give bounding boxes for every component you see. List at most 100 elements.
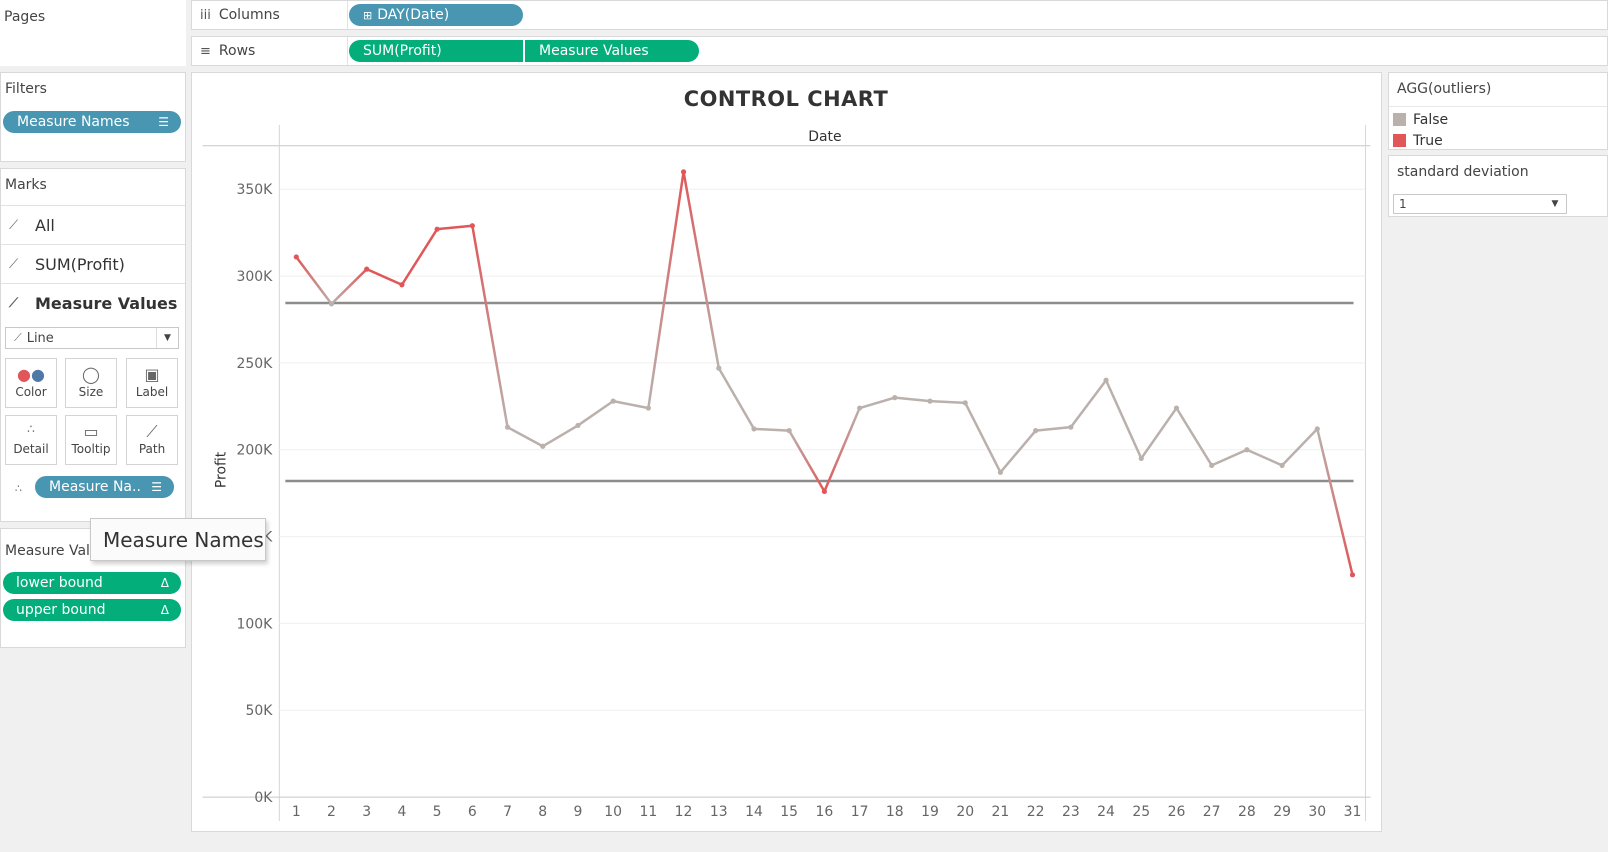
size-button-label: Size — [78, 385, 104, 399]
legend-item-false[interactable]: False — [1389, 109, 1607, 130]
marks-card-measure-values-label: Measure Values — [35, 293, 178, 313]
series-segment — [858, 396, 897, 410]
data-point[interactable] — [1068, 424, 1074, 430]
x-tick-label: 10 — [604, 804, 622, 820]
data-point[interactable] — [610, 398, 616, 404]
calc-icon: Δ — [160, 603, 169, 617]
series-segment — [893, 396, 932, 403]
series-segment — [471, 224, 509, 429]
data-point[interactable] — [1244, 447, 1250, 453]
series-segment — [541, 424, 580, 448]
measure-pill-lower-label: lower bound — [16, 575, 103, 591]
data-point[interactable] — [1033, 428, 1039, 434]
detail-button-label: Detail — [13, 442, 49, 456]
y-tick-label: 200K — [237, 443, 274, 459]
data-point[interactable] — [786, 428, 792, 434]
tooltip-button[interactable]: ▭ Tooltip — [65, 415, 117, 465]
series-segment — [435, 224, 474, 231]
series-segment — [999, 429, 1037, 474]
data-point[interactable] — [1103, 377, 1109, 383]
y-tick-label: 100K — [237, 616, 274, 632]
data-point[interactable] — [540, 443, 546, 449]
rows-pill-measure-values-label: Measure Values — [539, 43, 649, 59]
x-tick-label: 22 — [1027, 804, 1045, 820]
x-axis-ticks: 1 2 3 4 5 6 7 8 9 10 11 12 13 14 15 16 17 18 19 20 21 22 23 24 2… — [292, 804, 1362, 820]
chevron-down-icon: ▼ — [1551, 199, 1559, 209]
data-point[interactable] — [857, 405, 863, 411]
data-point[interactable] — [997, 469, 1004, 475]
data-point[interactable] — [575, 422, 581, 429]
columns-pill-date[interactable]: ⊞ DAY(Date) — [349, 4, 523, 26]
data-point[interactable] — [328, 301, 335, 307]
marks-panel: Marks ⟋ All ⟋ SUM(Profit) ⟋ Measure Valu… — [0, 168, 186, 522]
filters-panel: Filters Measure Names ☰ — [0, 72, 186, 162]
marks-card-measure-values[interactable]: ⟋ Measure Values — [1, 283, 185, 322]
series-segment — [963, 401, 1002, 474]
path-button[interactable]: ⟋ Path — [126, 415, 178, 465]
data-point[interactable] — [1279, 462, 1285, 468]
marks-card-profit-label: SUM(Profit) — [35, 254, 125, 274]
data-point[interactable] — [892, 395, 898, 401]
label-icon: ▣ — [144, 365, 160, 384]
rows-pill-measure-values[interactable]: Measure Values — [525, 40, 699, 62]
data-point[interactable] — [1138, 455, 1144, 462]
data-point[interactable] — [469, 223, 475, 229]
detail-button[interactable]: ∴ Detail — [5, 415, 57, 465]
data-point[interactable] — [504, 424, 511, 430]
data-point[interactable] — [434, 226, 440, 232]
size-button[interactable]: ◯ Size — [65, 358, 117, 408]
label-button[interactable]: ▣ Label — [126, 358, 178, 408]
parameter-select[interactable]: 1 ▼ — [1393, 194, 1567, 214]
marks-card-all[interactable]: ⟋ All — [1, 205, 185, 244]
color-button[interactable]: ●● Color — [5, 358, 57, 408]
series-segment — [928, 399, 967, 405]
line-type-icon: ⟋ — [14, 331, 22, 344]
rows-label: Rows — [218, 43, 256, 59]
data-point[interactable] — [821, 488, 827, 495]
data-point[interactable] — [1209, 462, 1215, 468]
data-point[interactable] — [751, 426, 757, 432]
data-point[interactable] — [1349, 572, 1356, 578]
label-button-label: Label — [135, 385, 169, 399]
mark-type-select[interactable]: ⟋ Line ▼ — [5, 327, 179, 349]
data-point[interactable] — [1314, 426, 1320, 432]
data-point[interactable] — [364, 266, 370, 272]
x-tick-label: 31 — [1344, 804, 1362, 820]
columns-shelf[interactable]: iii Columns ⊞ DAY(Date) — [191, 0, 1608, 30]
line-mark-icon: ⟋ — [9, 256, 19, 272]
detail-pill-measure-names[interactable]: Measure Na.. ☰ — [35, 476, 174, 498]
data-point[interactable] — [1173, 405, 1180, 411]
series-segment — [400, 227, 439, 286]
x-tick-label: 18 — [886, 804, 904, 820]
measure-pill-lower-bound[interactable]: lower bound Δ — [3, 572, 181, 594]
series-segment — [1104, 379, 1143, 460]
legend-item-true[interactable]: True — [1389, 130, 1607, 151]
path-button-label: Path — [138, 442, 166, 456]
legend-label-false: False — [1413, 111, 1449, 128]
filter-pill-measure-names[interactable]: Measure Names ☰ — [3, 111, 181, 133]
series-segment — [1245, 448, 1284, 467]
series-segment — [1175, 406, 1213, 467]
hover-tooltip: Measure Names — [90, 518, 266, 561]
line-mark-icon: ⟋ — [9, 217, 19, 233]
data-point[interactable] — [927, 398, 933, 404]
x-tick-label: 15 — [780, 804, 798, 820]
series-segment — [330, 267, 368, 306]
series-segment — [295, 255, 333, 306]
measure-pill-upper-bound[interactable]: upper bound Δ — [3, 599, 181, 621]
data-point[interactable] — [293, 254, 299, 260]
rows-shelf[interactable]: ≡ Rows SUM(Profit) Measure Values — [191, 36, 1608, 66]
data-point[interactable] — [680, 169, 687, 175]
x-tick-label: 26 — [1168, 804, 1186, 820]
columns-shelf-label: iii Columns — [192, 1, 348, 29]
series-segment — [1069, 379, 1108, 429]
data-point[interactable] — [716, 365, 722, 371]
series-segment — [1210, 448, 1249, 467]
x-tick-label: 20 — [956, 804, 974, 820]
marks-card-profit[interactable]: ⟋ SUM(Profit) — [1, 244, 185, 283]
data-point[interactable] — [962, 400, 968, 406]
columns-icon: iii — [200, 7, 211, 23]
data-point[interactable] — [399, 282, 405, 288]
data-point[interactable] — [645, 405, 651, 411]
rows-pill-profit[interactable]: SUM(Profit) — [349, 40, 523, 62]
